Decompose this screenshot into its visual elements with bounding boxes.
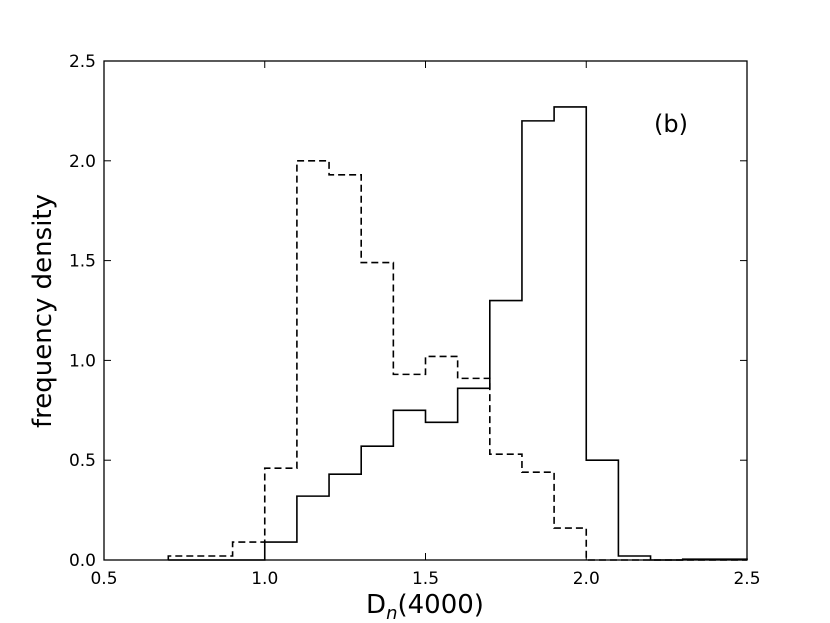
x-axis-label-main: D [366,590,386,620]
x-axis-label-rest: (4000) [397,590,483,620]
x-tick-label: 0.5 [90,569,117,589]
x-axis-label-subscript: n [386,603,397,623]
histogram-series-solid [168,106,748,561]
histogram-series-dashed [167,160,747,561]
plot-area [167,106,748,561]
y-tick-label: 1.5 [69,252,96,272]
y-tick-label: 2.5 [69,52,96,72]
y-tick-label: 0.5 [69,451,96,471]
x-tick-label: 1.0 [251,569,278,589]
x-tick-label: 1.5 [412,569,439,589]
x-tick-label: 2.5 [733,569,760,589]
x-tick-label: 2.0 [573,569,600,589]
axis-ticks: 0.5 1.0 1.5 2.0 2.50.00.51.01.52.02.5 [69,52,761,589]
y-tick-label: 1.0 [69,351,96,371]
x-axis-label: Dn(4000) [366,590,484,623]
annotation-label: (b) [654,110,688,138]
y-tick-label: 2.0 [69,152,96,172]
y-tick-label: 0.0 [69,551,96,571]
axes-frame [103,60,748,561]
y-axis-label: frequency density [28,194,58,428]
